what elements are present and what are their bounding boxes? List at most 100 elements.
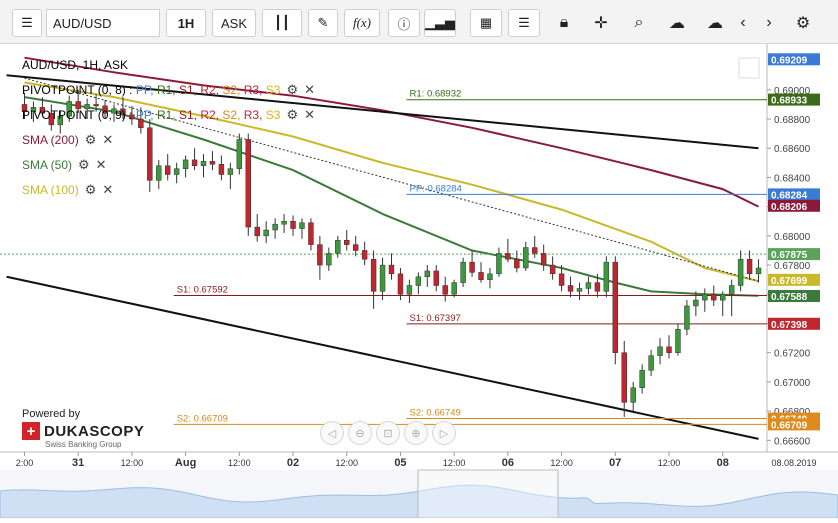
pivot-pp: PP, — [135, 82, 154, 97]
upload-button[interactable]: ☁ — [664, 9, 690, 37]
candle-body — [487, 273, 493, 280]
sma-label: SMA (100) — [22, 182, 79, 197]
y-tick-label: 0.68000 — [774, 232, 811, 243]
candle-body — [335, 239, 341, 254]
gear-icon[interactable]: ⚙ — [78, 156, 90, 172]
draw-button[interactable]: ✎ — [308, 9, 338, 37]
lock-button[interactable]: 🔒︎ — [551, 9, 577, 37]
brand-tagline: Swiss Banking Group — [45, 440, 122, 449]
candle — [755, 259, 762, 283]
zoom-in-icon[interactable]: ⊕ — [404, 421, 428, 445]
candle-body — [66, 101, 72, 117]
x-tick-label: 12:00 — [443, 458, 466, 468]
candle-body — [684, 305, 690, 330]
candle-body — [263, 229, 269, 237]
legend-sma-50[interactable]: SMA (50) ⚙ ✕ — [22, 152, 315, 177]
candle-body — [218, 164, 225, 175]
volume-button[interactable]: ▁▃▅ — [424, 9, 456, 37]
candle-body — [630, 387, 636, 403]
price-badge-bg — [768, 418, 820, 431]
price-side-button[interactable]: ASK — [212, 9, 256, 37]
candle — [57, 110, 63, 134]
x-tick-label: 06 — [502, 457, 514, 469]
candle-body — [397, 273, 404, 295]
close-icon[interactable]: ✕ — [95, 156, 107, 172]
close-icon[interactable]: ✕ — [102, 131, 114, 147]
zoom-icon: ⌕ — [634, 14, 644, 31]
candle-body — [254, 226, 260, 237]
candle — [147, 119, 153, 193]
zoom-button[interactable]: ⌕ — [626, 9, 652, 37]
y-tick-label: 0.69000 — [774, 86, 811, 97]
y-tick-label: 0.68400 — [774, 173, 811, 184]
price-chart[interactable]: R1: 0.68932 PP: 0.68284 S1: 0.67592 S1: 0.6… — [0, 44, 838, 519]
toolbar: ☰ AUD/USD 1H ASK ┃┃ ✎ f(x) ⓘ ▁▃▅ ▦ ☰ 🔒︎ … — [0, 0, 838, 44]
x-tick-label: 31 — [72, 457, 84, 469]
price-badge-bg — [768, 290, 820, 303]
legend-sma-200[interactable]: SMA (200) ⚙ ✕ — [22, 127, 315, 152]
date-label: 08.08.2019 — [771, 458, 816, 468]
close-icon[interactable]: ✕ — [304, 81, 316, 97]
x-tick-label: 12:00 — [550, 458, 573, 468]
chart-type-button[interactable]: ┃┃ — [262, 9, 302, 37]
pivot-label: PIVOTPOINT (0, 9) — [22, 107, 126, 122]
gear-icon[interactable]: ⚙ — [286, 81, 299, 97]
legend-pivot-1[interactable]: PIVOTPOINT (0, 8) : PP, R1, S1, R2, S2, … — [22, 81, 316, 97]
gear-icon[interactable]: ⚙ — [84, 181, 97, 197]
legend-instrument: AUD/USD, 1H, ASK — [22, 57, 129, 72]
candle-body — [236, 139, 243, 169]
candle-body — [182, 159, 189, 169]
calendar-icon: ▦ — [479, 15, 493, 30]
candle-body — [594, 282, 601, 292]
pivot-s2: S2, — [222, 82, 241, 97]
candle-body — [702, 294, 708, 301]
scroll-right-button[interactable]: › — [756, 9, 782, 37]
candle-body — [308, 222, 314, 245]
scroll-left-button[interactable]: ‹ — [730, 9, 756, 37]
pivot-level-label: S1: 0.67397 — [410, 313, 461, 324]
news-button[interactable]: ☰ — [508, 9, 540, 37]
gear-icon[interactable]: ⚙ — [84, 131, 97, 147]
calendar-button[interactable]: ▦ — [470, 9, 502, 37]
candle-body — [102, 105, 108, 114]
settings-button[interactable]: ⚙ — [790, 9, 816, 37]
pivot-s1: S1, — [179, 82, 198, 97]
scroll-forward-icon[interactable]: ▷ — [432, 421, 456, 445]
indicators-button[interactable]: f(x) — [344, 9, 380, 37]
price-badge: 0.68933 — [768, 93, 820, 107]
legend-pivot-2[interactable]: PIVOTPOINT (0, 9) : PP, R1, S1, R2, S2, … — [22, 106, 316, 122]
zoom-out-icon[interactable]: ⊖ — [348, 421, 372, 445]
pivot-r2: R2, — [200, 82, 220, 97]
candle-body — [299, 222, 305, 229]
price-axis-bg — [767, 44, 838, 452]
info-button[interactable]: ⓘ — [388, 9, 420, 37]
candle-body — [147, 127, 153, 181]
chart-area[interactable]: R1: 0.68932 PP: 0.68284 S1: 0.67592 S1: 0.6… — [0, 44, 838, 519]
candle — [523, 241, 529, 271]
reset-zoom-icon[interactable]: ⊡ — [376, 421, 400, 445]
scroll-back-icon[interactable]: ◁ — [320, 421, 344, 445]
candle — [66, 95, 72, 122]
symbol-selector[interactable]: AUD/USD — [46, 9, 160, 37]
close-icon[interactable]: ✕ — [102, 181, 114, 197]
candle — [540, 244, 547, 271]
close-icon[interactable]: ✕ — [304, 106, 316, 122]
candle-body — [755, 267, 762, 275]
candle — [379, 257, 386, 301]
cloud-upload-icon: ☁ — [669, 15, 685, 32]
menu-button[interactable]: ☰ — [12, 9, 42, 37]
candle — [603, 256, 610, 298]
y-tick-label: 0.67000 — [774, 378, 811, 389]
gear-icon[interactable]: ⚙ — [286, 106, 299, 122]
candle-body — [272, 223, 278, 231]
candle-body — [370, 258, 377, 292]
timeframe-button[interactable]: 1H — [166, 9, 206, 37]
candle — [120, 97, 126, 120]
legend-sma-100[interactable]: SMA (100) ⚙ ✕ — [22, 177, 315, 202]
candle-body — [567, 285, 574, 292]
download-button[interactable]: ☁ — [702, 9, 728, 37]
pivot-s3: S3 — [265, 107, 281, 122]
crosshair-button[interactable]: ✛ — [588, 9, 614, 37]
candle — [164, 154, 171, 181]
candle — [102, 100, 108, 120]
